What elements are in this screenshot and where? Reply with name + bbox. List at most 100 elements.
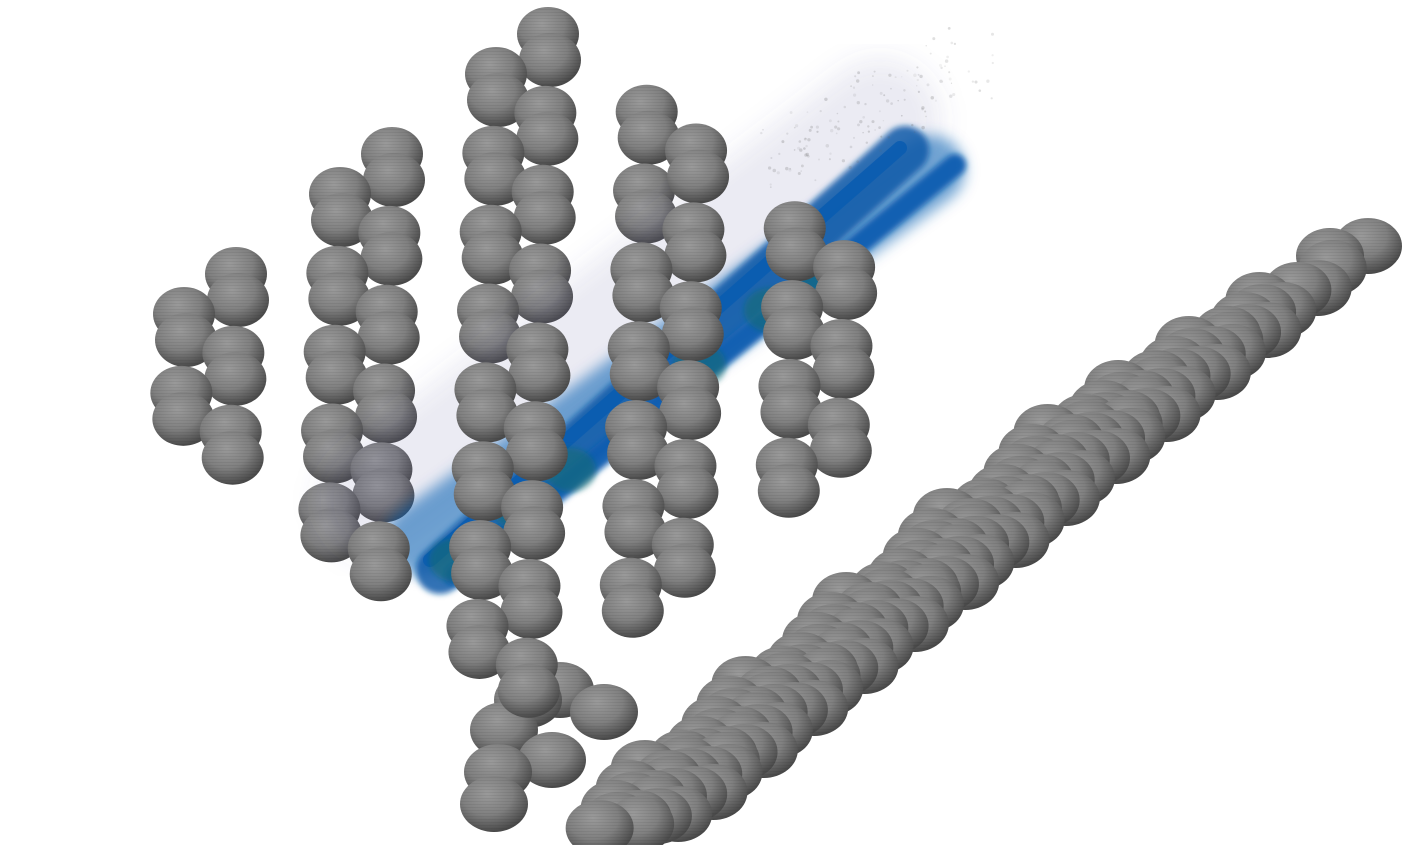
density-speckle	[925, 116, 926, 117]
density-speckle	[935, 100, 937, 102]
density-speckle	[930, 53, 932, 55]
density-speckle	[914, 131, 916, 133]
density-speckle	[816, 126, 819, 129]
density-speckle	[949, 78, 952, 81]
density-speckle	[857, 71, 860, 74]
atom-sphere	[654, 544, 716, 598]
density-speckle	[903, 89, 905, 91]
atom-sphere	[207, 273, 269, 327]
atom-sphere	[514, 191, 576, 245]
density-speckle	[918, 74, 920, 76]
density-speckle	[991, 33, 994, 36]
atom-sphere	[503, 506, 565, 560]
atom-sphere	[810, 424, 872, 478]
density-speckle	[949, 94, 952, 97]
density-speckle	[948, 71, 950, 73]
density-speckle	[801, 164, 804, 167]
density-speckle	[951, 83, 952, 84]
atom-sphere	[519, 33, 581, 87]
density-speckle	[826, 144, 830, 148]
density-speckle	[786, 132, 788, 134]
density-speckle	[785, 167, 788, 170]
density-speckle	[814, 179, 816, 181]
density-speckle	[888, 74, 891, 77]
density-speckle	[853, 94, 856, 97]
density-speckle	[968, 70, 970, 72]
density-speckle	[883, 120, 884, 121]
density-speckle	[904, 99, 906, 101]
density-speckle	[921, 108, 924, 111]
density-speckle	[798, 172, 801, 175]
density-speckle	[816, 131, 818, 133]
density-speckle	[837, 120, 839, 122]
density-speckle	[856, 160, 859, 163]
density-speckle	[979, 89, 982, 92]
density-speckle	[853, 87, 855, 89]
density-speckle	[948, 27, 951, 30]
atom-sphere	[815, 266, 877, 320]
density-speckle	[857, 123, 860, 126]
density-speckle	[992, 62, 994, 64]
density-speckle	[818, 159, 820, 161]
density-speckle	[773, 169, 777, 173]
density-speckle	[897, 100, 899, 102]
density-speckle	[890, 102, 893, 105]
density-speckle	[931, 96, 935, 100]
density-speckle	[954, 43, 956, 45]
density-speckle	[901, 115, 903, 117]
density-speckle	[992, 54, 994, 56]
atom-sphere	[204, 352, 266, 406]
density-speckle	[799, 148, 802, 151]
density-speckle	[795, 124, 798, 127]
atom-sphere	[659, 386, 721, 440]
atom-sphere	[516, 112, 578, 166]
density-speckle	[837, 127, 840, 130]
density-speckle	[836, 133, 838, 135]
density-speckle	[927, 83, 930, 86]
atom-sphere	[664, 228, 726, 282]
density-speckle	[862, 116, 865, 119]
density-speckle	[762, 129, 764, 131]
density-speckle	[794, 127, 796, 129]
density-speckle	[842, 159, 845, 162]
density-speckle	[940, 67, 942, 69]
density-speckle	[824, 98, 827, 101]
density-speckle	[864, 103, 866, 105]
atom-sphere	[500, 585, 562, 639]
atom-sphere	[602, 584, 664, 638]
density-speckle	[867, 125, 869, 127]
density-speckle	[942, 81, 943, 82]
density-speckle	[866, 141, 868, 143]
density-speckle	[790, 111, 793, 114]
density-speckle	[807, 155, 810, 158]
atom-sphere	[508, 348, 570, 402]
density-speckle	[857, 101, 860, 104]
density-speckle	[874, 129, 875, 130]
density-speckle	[890, 88, 892, 90]
atom-sphere	[460, 776, 528, 832]
density-speckle	[778, 153, 780, 155]
density-speckle	[916, 66, 918, 68]
density-speckle	[770, 186, 772, 188]
density-speckle	[805, 145, 807, 147]
density-speckle	[924, 110, 926, 112]
density-speckle	[781, 140, 784, 143]
density-speckle	[868, 130, 870, 132]
density-speckle	[810, 126, 813, 129]
density-speckle	[886, 99, 889, 102]
density-speckle	[991, 97, 993, 99]
density-speckle	[926, 45, 927, 46]
density-speckle	[879, 110, 881, 112]
density-speckle	[829, 119, 832, 122]
atom-sphere	[358, 311, 420, 365]
atom-sphere	[350, 547, 412, 601]
density-speckle	[804, 138, 807, 141]
density-speckle	[809, 129, 812, 132]
atom-sphere	[570, 684, 638, 740]
density-speckle	[856, 79, 859, 82]
atom-sphere	[667, 150, 729, 204]
density-speckle	[952, 93, 955, 96]
density-speckle	[872, 84, 873, 85]
density-speckle	[853, 137, 855, 139]
atom-sphere	[656, 465, 718, 519]
